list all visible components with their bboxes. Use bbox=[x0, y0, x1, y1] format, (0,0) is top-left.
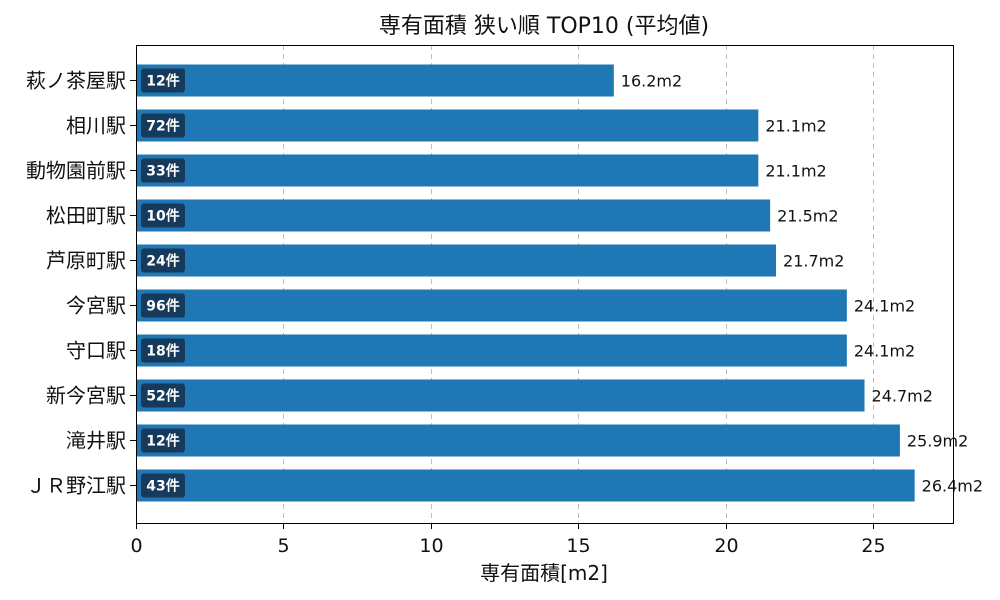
x-tick-label: 20 bbox=[714, 535, 738, 557]
bar bbox=[136, 289, 847, 322]
bar bbox=[136, 154, 759, 187]
count-badge-bg bbox=[141, 113, 185, 138]
count-label: 33件 bbox=[146, 163, 179, 180]
x-tick-label: 25 bbox=[861, 535, 885, 557]
count-badge: 12件 bbox=[141, 428, 185, 453]
bars-layer: 12件 16.2m2 72件 21.1m2 33件 21.1m2 10件 21.5m2 24件 2… bbox=[136, 64, 983, 502]
count-badge-bg bbox=[141, 428, 185, 453]
count-label: 43件 bbox=[146, 478, 179, 495]
x-tick-label: 0 bbox=[130, 535, 142, 557]
category-label: 守口駅 bbox=[66, 339, 126, 363]
count-badge-bg bbox=[141, 248, 185, 273]
value-label: 21.1m2 bbox=[765, 117, 826, 136]
value-label: 21.1m2 bbox=[765, 162, 826, 181]
count-badge-bg bbox=[141, 383, 185, 408]
count-badge-bg bbox=[141, 473, 185, 498]
count-badge: 33件 bbox=[141, 158, 185, 183]
category-label: 萩ノ茶屋駅 bbox=[26, 69, 126, 93]
ticks-layer: 0 5 10 15 20 25 bbox=[130, 80, 886, 557]
category-label: 松田町駅 bbox=[46, 204, 126, 228]
category-label: ＪＲ野江駅 bbox=[26, 474, 126, 498]
count-label: 10件 bbox=[146, 208, 179, 225]
bar bbox=[136, 334, 847, 367]
count-badge: 12件 bbox=[141, 68, 185, 93]
count-badge: 24件 bbox=[141, 248, 185, 273]
category-label: 芦原町駅 bbox=[46, 249, 126, 273]
bar bbox=[136, 469, 915, 502]
bar bbox=[136, 379, 865, 412]
category-label: 新今宮駅 bbox=[46, 384, 126, 408]
x-tick-label: 15 bbox=[566, 535, 590, 557]
count-badge-bg bbox=[141, 158, 185, 183]
count-label: 12件 bbox=[146, 433, 179, 450]
bar bbox=[136, 199, 771, 232]
count-label: 96件 bbox=[146, 298, 179, 315]
value-label: 24.1m2 bbox=[854, 342, 915, 361]
x-tick-label: 5 bbox=[277, 535, 289, 557]
x-axis-label: 専有面積[m2] bbox=[480, 561, 608, 585]
count-badge-bg bbox=[141, 338, 185, 363]
count-badge: 18件 bbox=[141, 338, 185, 363]
count-label: 12件 bbox=[146, 73, 179, 90]
category-label: 相川駅 bbox=[66, 114, 126, 138]
bar bbox=[136, 244, 777, 277]
value-label: 24.7m2 bbox=[872, 387, 933, 406]
count-badge: 43件 bbox=[141, 473, 185, 498]
plot-frame bbox=[136, 45, 954, 524]
value-label: 21.5m2 bbox=[777, 207, 838, 226]
count-label: 24件 bbox=[146, 253, 179, 270]
count-label: 18件 bbox=[146, 343, 179, 360]
count-badge-bg bbox=[141, 68, 185, 93]
count-badge-bg bbox=[141, 203, 185, 228]
x-tick-label: 10 bbox=[419, 535, 443, 557]
count-badge: 72件 bbox=[141, 113, 185, 138]
count-badge: 10件 bbox=[141, 203, 185, 228]
count-label: 72件 bbox=[146, 118, 179, 135]
value-label: 26.4m2 bbox=[922, 477, 983, 496]
value-label: 16.2m2 bbox=[621, 72, 682, 91]
count-badge-bg bbox=[141, 293, 185, 318]
bar bbox=[136, 424, 900, 457]
bar bbox=[136, 109, 759, 142]
category-label: 今宮駅 bbox=[66, 294, 126, 318]
count-label: 52件 bbox=[146, 388, 179, 405]
value-label: 25.9m2 bbox=[907, 432, 968, 451]
category-label: 滝井駅 bbox=[66, 429, 126, 453]
count-badge: 96件 bbox=[141, 293, 185, 318]
count-badge: 52件 bbox=[141, 383, 185, 408]
category-label: 動物園前駅 bbox=[26, 159, 126, 183]
value-label: 24.1m2 bbox=[854, 297, 915, 316]
value-label: 21.7m2 bbox=[783, 252, 844, 271]
bar bbox=[136, 64, 614, 97]
chart-title: 専有面積 狭い順 TOP10 (平均値) bbox=[379, 14, 709, 39]
